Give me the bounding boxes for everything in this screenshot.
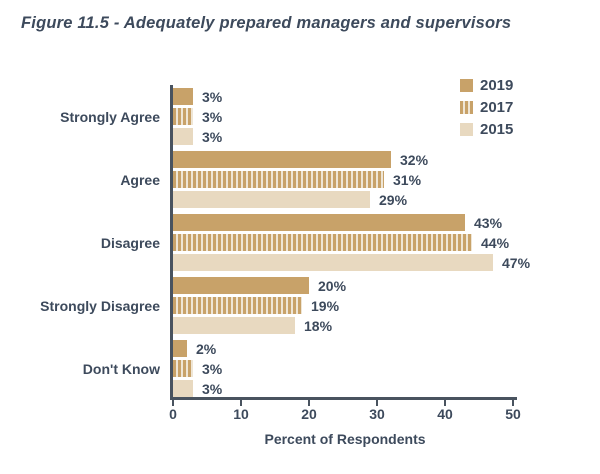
x-tick-10 bbox=[240, 400, 242, 406]
category-label-disagree: Disagree bbox=[100, 234, 160, 251]
value-label-2015-agree: 29% bbox=[379, 191, 408, 208]
x-tick-50 bbox=[512, 400, 514, 406]
x-tick-label-30: 30 bbox=[369, 406, 385, 422]
bar-2015-agree bbox=[173, 191, 370, 208]
bar-2017-disagree bbox=[173, 234, 472, 251]
x-tick-label-20: 20 bbox=[301, 406, 317, 422]
value-label-2015-don-t-know: 3% bbox=[202, 380, 223, 397]
value-label-2017-strongly-agree: 3% bbox=[202, 108, 223, 125]
bar-2017-don-t-know bbox=[173, 360, 193, 377]
legend-marker-2019 bbox=[460, 79, 473, 92]
x-tick-label-0: 0 bbox=[169, 406, 177, 422]
legend-item-2019: 2019 bbox=[460, 77, 513, 94]
category-label-don-t-know: Don't Know bbox=[82, 360, 160, 377]
y-axis-line bbox=[170, 85, 173, 400]
legend-label-2015: 2015 bbox=[480, 121, 514, 138]
value-label-2017-don-t-know: 3% bbox=[202, 360, 223, 377]
value-label-2019-strongly-agree: 3% bbox=[202, 88, 223, 105]
x-axis-line bbox=[170, 397, 517, 400]
category-label-agree: Agree bbox=[120, 171, 160, 188]
bar-2015-disagree bbox=[173, 254, 493, 271]
value-label-2015-disagree: 47% bbox=[502, 254, 531, 271]
bar-2015-strongly-disagree bbox=[173, 317, 295, 334]
legend-marker-2017 bbox=[460, 101, 473, 114]
legend-item-2015: 2015 bbox=[460, 121, 513, 138]
value-label-2017-agree: 31% bbox=[393, 171, 422, 188]
x-tick-20 bbox=[308, 400, 310, 406]
bar-2017-strongly-agree bbox=[173, 108, 193, 125]
bar-2017-agree bbox=[173, 171, 384, 188]
x-tick-label-10: 10 bbox=[233, 406, 249, 422]
value-label-2019-agree: 32% bbox=[400, 151, 429, 168]
x-tick-30 bbox=[376, 400, 378, 406]
x-axis-label: Percent of Respondents bbox=[264, 431, 426, 447]
x-tick-0 bbox=[172, 400, 174, 406]
value-label-2019-don-t-know: 2% bbox=[196, 340, 217, 357]
legend-marker-2015 bbox=[460, 123, 473, 136]
value-label-2015-strongly-disagree: 18% bbox=[304, 317, 333, 334]
bar-2019-disagree bbox=[173, 214, 465, 231]
bar-2017-strongly-disagree bbox=[173, 297, 302, 314]
value-label-2017-strongly-disagree: 19% bbox=[311, 297, 340, 314]
category-label-strongly-disagree: Strongly Disagree bbox=[40, 297, 160, 314]
value-label-2017-disagree: 44% bbox=[481, 234, 510, 251]
bar-2015-don-t-know bbox=[173, 380, 193, 397]
x-tick-label-40: 40 bbox=[437, 406, 453, 422]
bar-2019-agree bbox=[173, 151, 391, 168]
legend-label-2017: 2017 bbox=[480, 99, 514, 116]
bar-2019-strongly-agree bbox=[173, 88, 193, 105]
legend-label-2019: 2019 bbox=[480, 77, 514, 94]
bar-2015-strongly-agree bbox=[173, 128, 193, 145]
legend-item-2017: 2017 bbox=[460, 99, 513, 116]
x-tick-40 bbox=[444, 400, 446, 406]
value-label-2019-disagree: 43% bbox=[474, 214, 503, 231]
value-label-2015-strongly-agree: 3% bbox=[202, 128, 223, 145]
figure-title: Figure 11.5 - Adequately prepared manage… bbox=[21, 14, 512, 32]
value-label-2019-strongly-disagree: 20% bbox=[318, 277, 347, 294]
category-label-strongly-agree: Strongly Agree bbox=[60, 108, 160, 125]
bar-2019-strongly-disagree bbox=[173, 277, 309, 294]
bar-2019-don-t-know bbox=[173, 340, 187, 357]
x-tick-label-50: 50 bbox=[505, 406, 521, 422]
